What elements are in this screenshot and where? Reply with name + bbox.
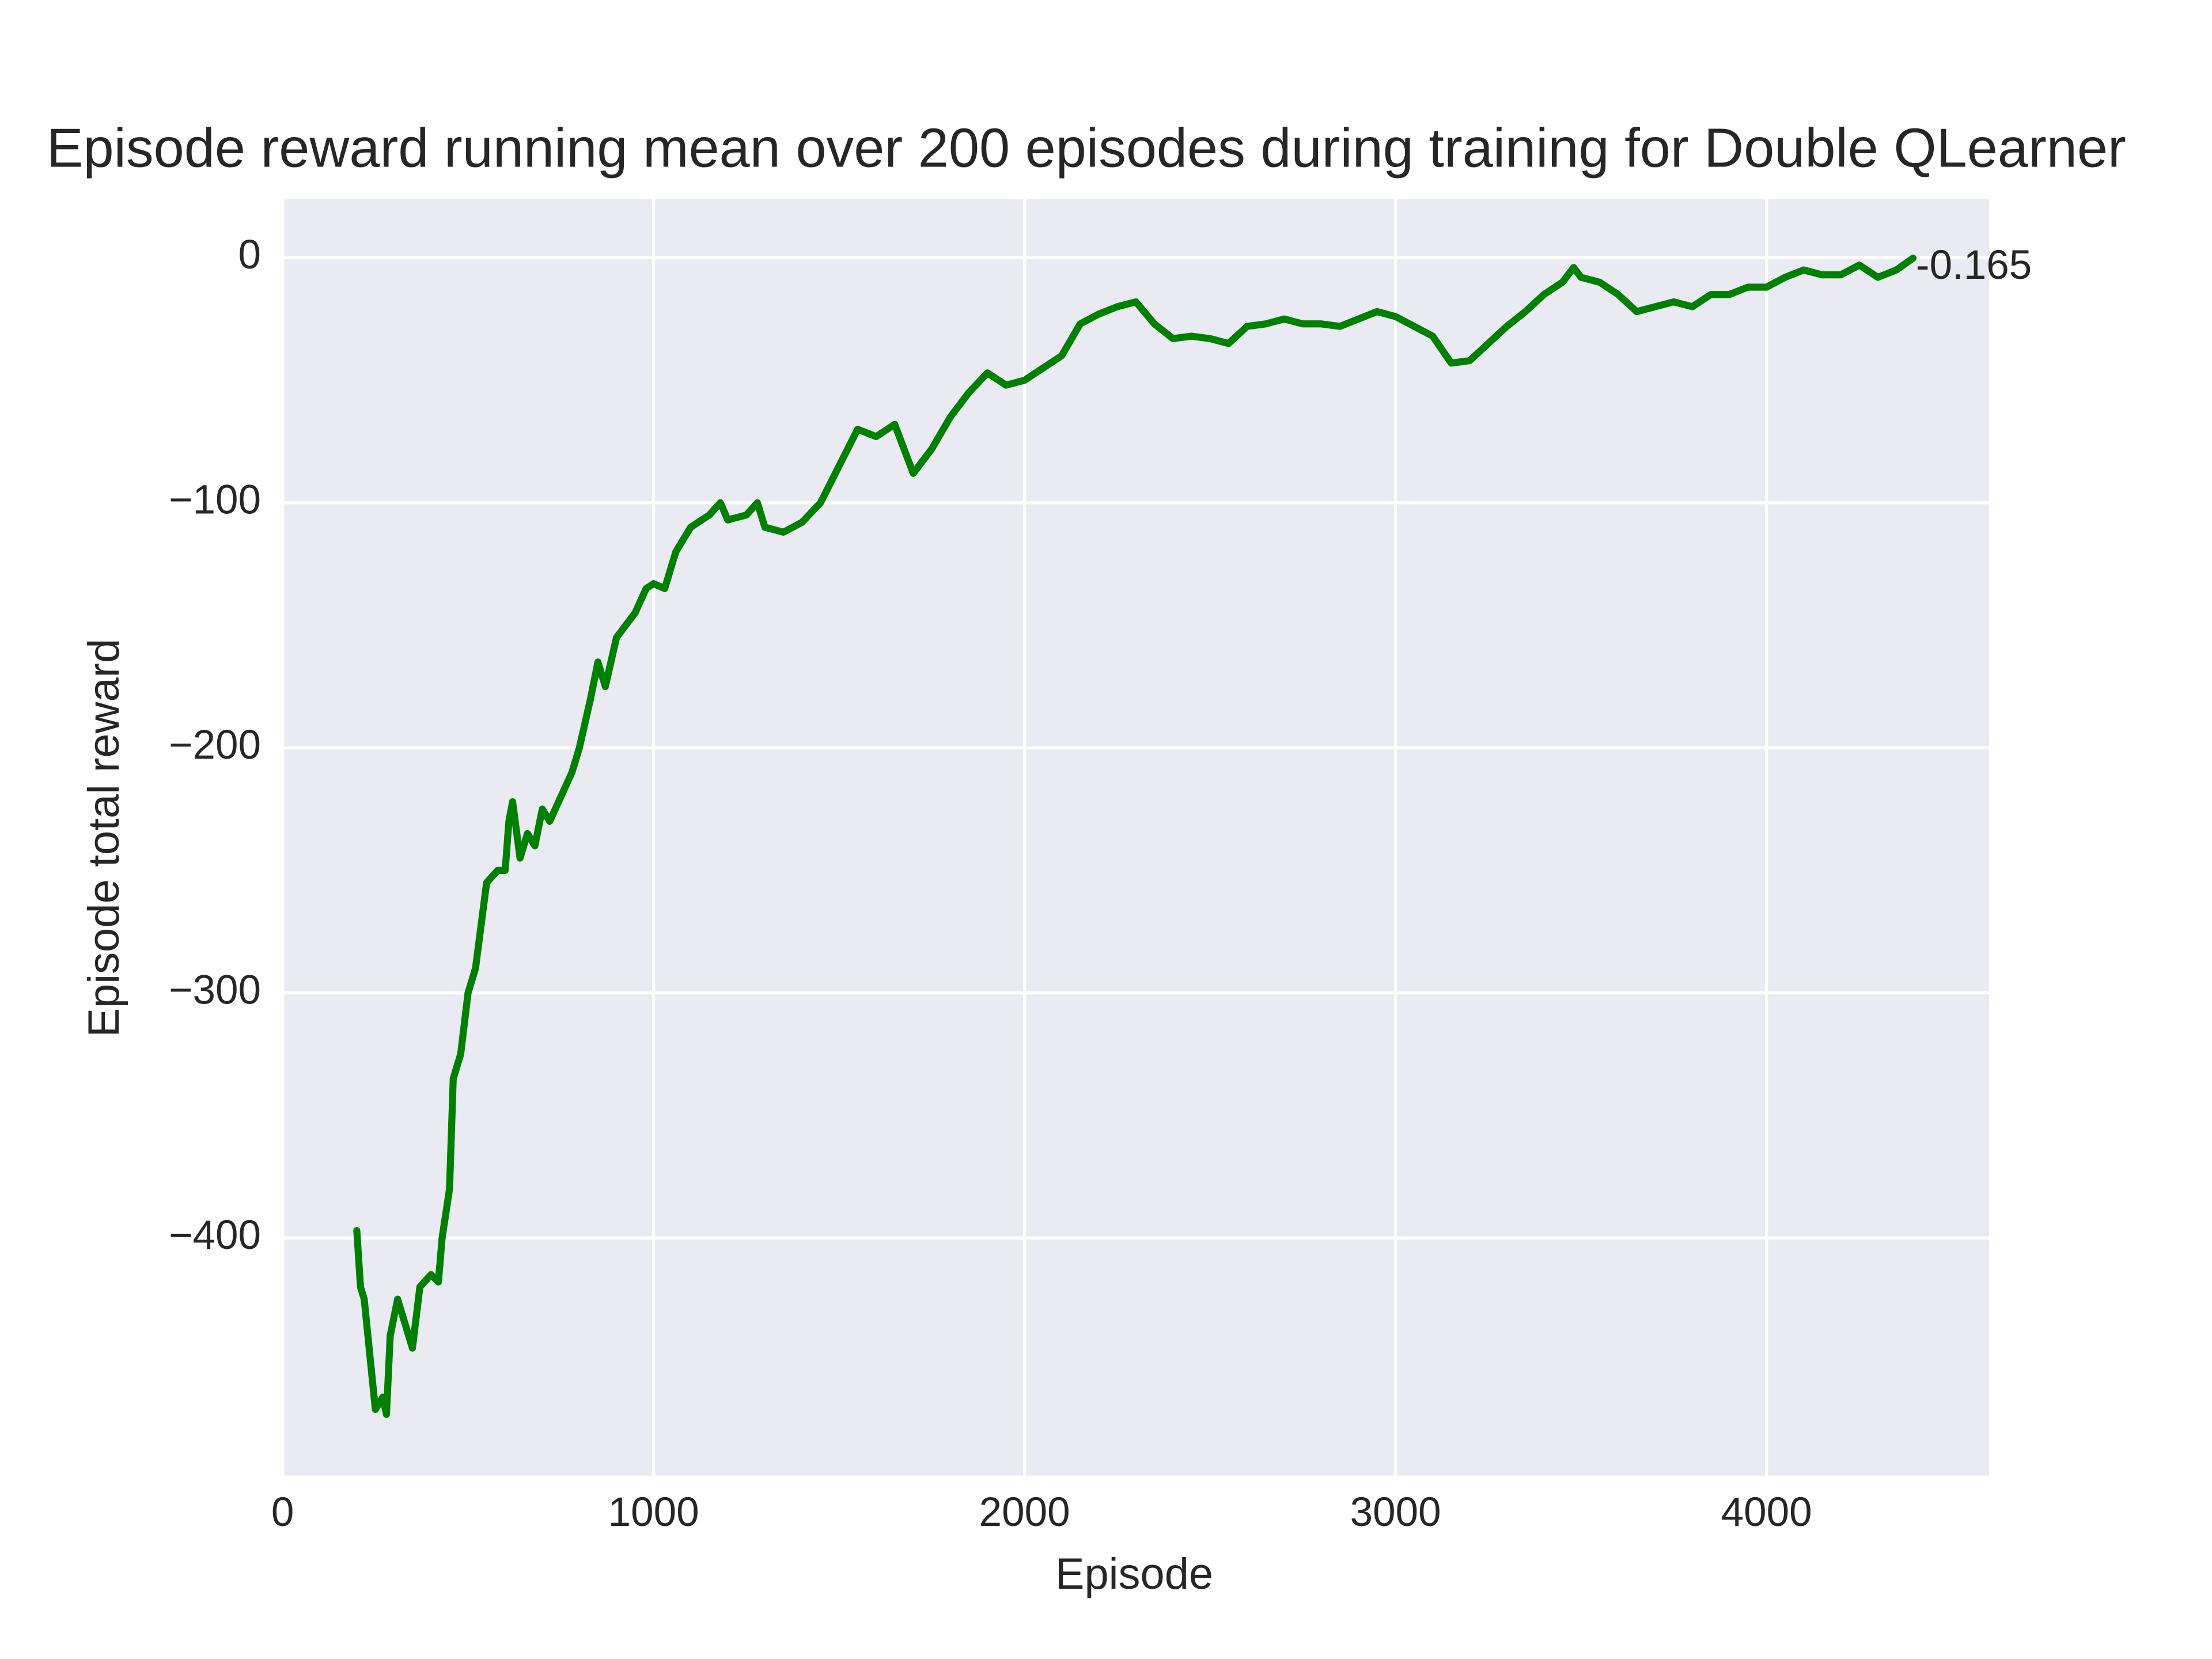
grid: [281, 199, 1990, 1476]
series-line: [353, 254, 1917, 1418]
chart-title: Episode reward running mean over 200 epi…: [47, 118, 2126, 179]
x-tick-label: 1000: [608, 1490, 699, 1535]
x-tick-label: 3000: [1350, 1490, 1441, 1535]
x-axis-label: Episode: [1055, 1550, 1213, 1599]
x-tick-label: 0: [271, 1490, 294, 1535]
y-axis-label: Episode total reward: [79, 639, 128, 1037]
y-tick-label: −100: [169, 478, 261, 523]
y-tick-label: −300: [169, 967, 261, 1013]
plot-area: [281, 199, 1990, 1476]
x-tick-label: 2000: [979, 1490, 1070, 1535]
y-tick-label: −200: [169, 722, 261, 768]
y-tick-label: −400: [169, 1213, 261, 1258]
marks: [353, 254, 1917, 1418]
end-value-annotation: -0.165: [1916, 243, 2032, 288]
y-tick-label: 0: [238, 232, 262, 278]
x-tick-label: 4000: [1721, 1490, 1812, 1535]
